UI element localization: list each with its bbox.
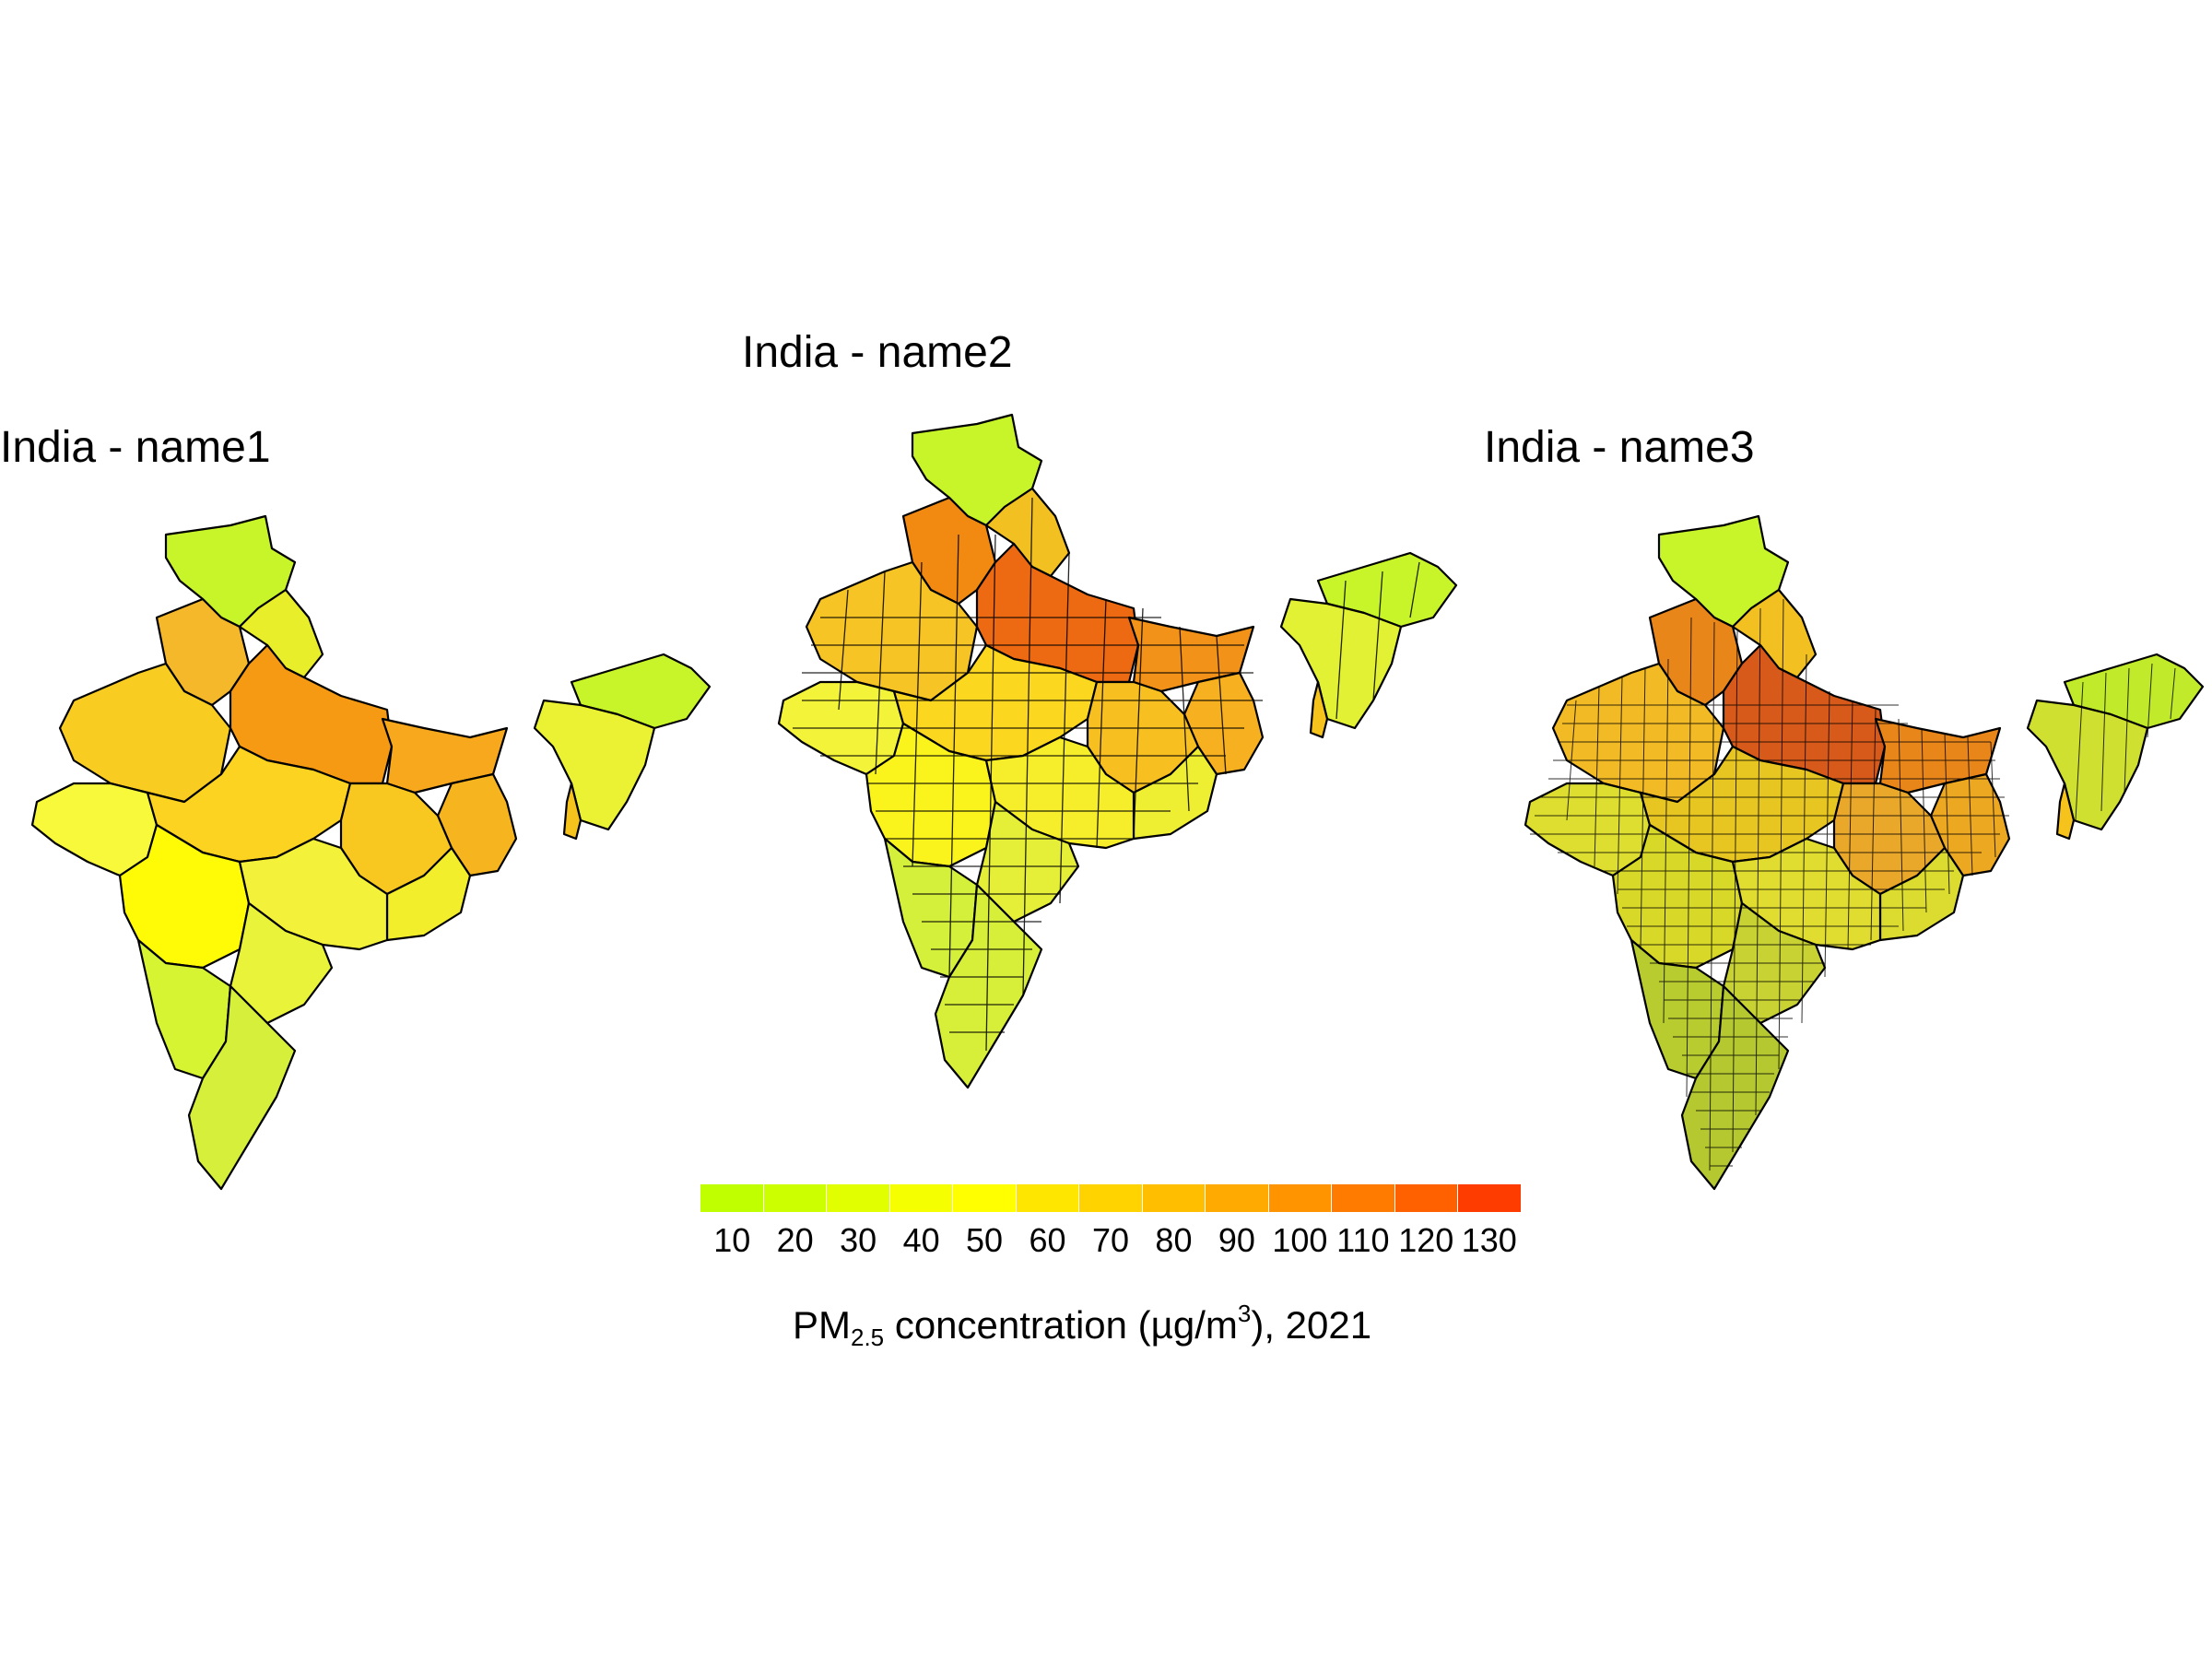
legend-swatch: [1268, 1184, 1333, 1212]
legend-tick: 40: [902, 1221, 940, 1259]
legend-swatch: [763, 1184, 828, 1212]
legend-swatch: [827, 1184, 890, 1212]
region-northeast-c: [1309, 680, 1329, 739]
legend-swatch: [953, 1184, 1017, 1212]
map-name3: [1524, 514, 2205, 1191]
legend-swatch: [700, 1184, 764, 1212]
legend-swatch: [1142, 1184, 1206, 1212]
legend-tick: 120: [1398, 1221, 1454, 1259]
legend-color-bar: [700, 1184, 1521, 1212]
legend-title-sub: 2.5: [851, 1324, 885, 1351]
legend-swatch: [1394, 1184, 1459, 1212]
legend-tick: 20: [776, 1221, 814, 1259]
legend-tick: 80: [1155, 1221, 1193, 1259]
district-borders: [793, 497, 1420, 1052]
legend-tick: 70: [1091, 1221, 1130, 1259]
legend-swatch: [1016, 1184, 1080, 1212]
legend-swatch: [1079, 1184, 1143, 1212]
region-northeast-b: [1279, 597, 1403, 730]
subdistrict-borders: [1530, 598, 2176, 1171]
region-northeast-c: [2055, 782, 2076, 841]
legend-tick: 130: [1461, 1221, 1517, 1259]
region-northeast-c: [562, 782, 582, 841]
legend-swatch: [1458, 1184, 1521, 1212]
legend-tick: 30: [840, 1221, 877, 1259]
map-title-name1: India - name1: [0, 423, 271, 472]
india-subdistrict-map: [1524, 514, 2205, 1191]
legend-title-end: ), 2021: [1251, 1303, 1372, 1347]
legend-tick: 60: [1029, 1221, 1066, 1259]
map-name1: [30, 514, 712, 1191]
legend-title-mid: concentration (µg/m: [884, 1303, 1238, 1347]
india-state-map: [30, 514, 712, 1191]
india-district-map: [777, 413, 1458, 1089]
legend-swatch: [889, 1184, 954, 1212]
legend-ticks: 10 20 30 40 50 60 70 80 90 100 110 120 1…: [700, 1221, 1530, 1267]
map-name2: [777, 413, 1458, 1089]
legend-tick: 110: [1336, 1221, 1390, 1259]
legend-tick: 50: [966, 1221, 1004, 1259]
legend-title-sup: 3: [1237, 1300, 1252, 1327]
legend-tick: 100: [1272, 1221, 1328, 1259]
map-title-name2: India - name2: [742, 328, 1013, 377]
legend-title-main: PM: [793, 1303, 851, 1347]
region-south-tip: [187, 984, 297, 1191]
region-coast-west: [30, 782, 159, 877]
legend-swatch: [1206, 1184, 1269, 1212]
region-northeast-b: [533, 699, 656, 831]
legend-tick: 90: [1218, 1221, 1255, 1259]
legend-title: PM2.5 concentration (µg/m3), 2021: [793, 1300, 1371, 1352]
color-legend: 10 20 30 40 50 60 70 80 90 100 110 120 1…: [700, 1184, 1530, 1351]
map-title-name3: India - name3: [1484, 423, 1755, 472]
legend-tick: 10: [713, 1221, 751, 1259]
legend-swatch: [1332, 1184, 1395, 1212]
